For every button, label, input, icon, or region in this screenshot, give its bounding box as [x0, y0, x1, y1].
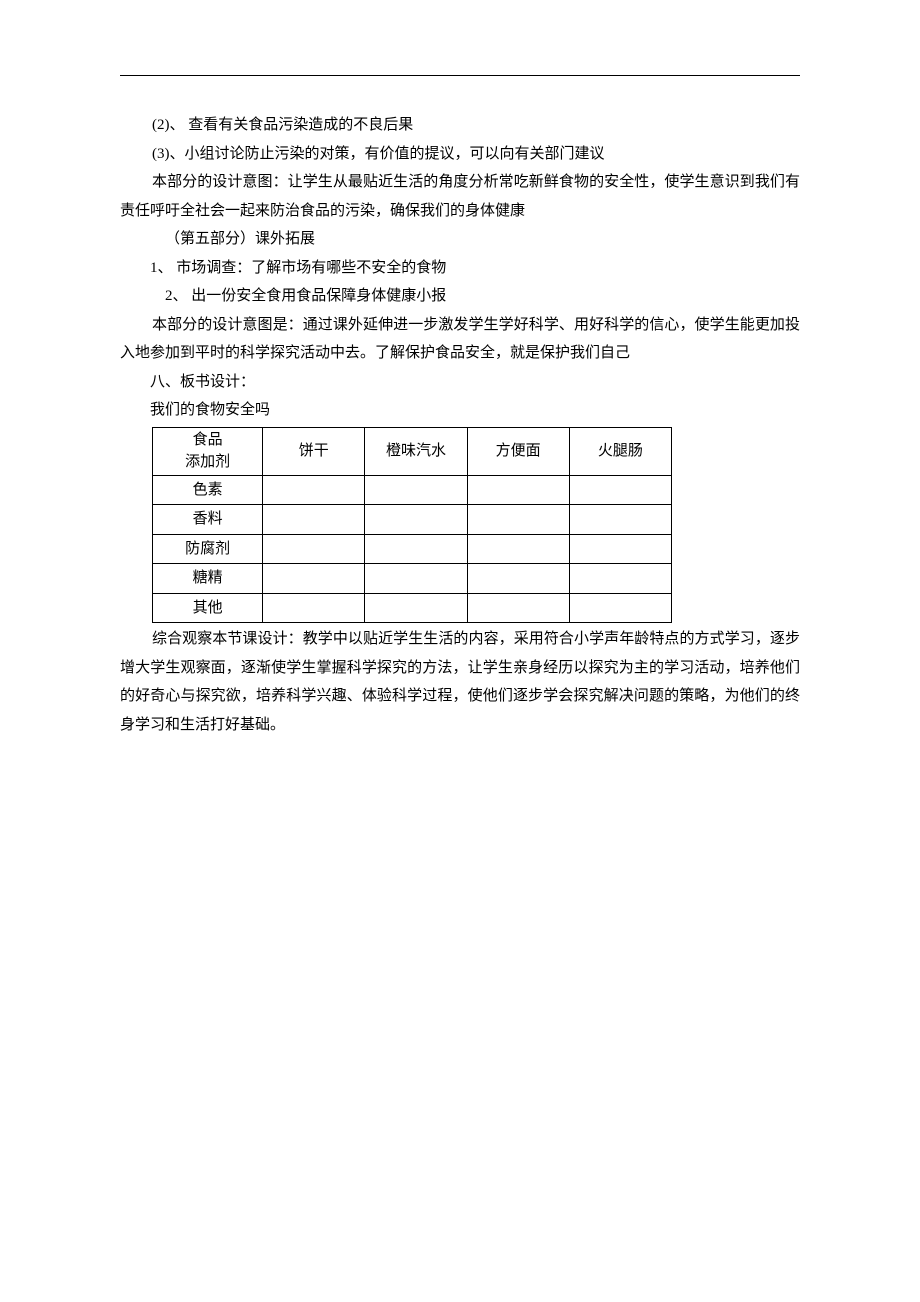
- table-cell: [569, 505, 671, 535]
- table-row: 防腐剂: [153, 534, 672, 564]
- table-cell: [467, 534, 569, 564]
- table-row: 糖精: [153, 564, 672, 594]
- table-header-cell: 方便面: [467, 427, 569, 475]
- table-cell: [569, 564, 671, 594]
- header-label-0a: 食品 添加剂: [185, 432, 230, 471]
- table-header-row: 食品 添加剂 饼干 橙味汽水 方便面 火腿肠: [153, 427, 672, 475]
- table-cell: [467, 593, 569, 623]
- text-line-3: (3)、小组讨论防止污染的对策，有价值的提议，可以向有关部门建议: [120, 140, 800, 169]
- table-cell: 防腐剂: [153, 534, 263, 564]
- table-cell: [263, 593, 365, 623]
- header-divider: [120, 75, 800, 76]
- table-cell: [365, 505, 467, 535]
- table-cell: [263, 505, 365, 535]
- table-row: 其他: [153, 593, 672, 623]
- additives-table: 食品 添加剂 饼干 橙味汽水 方便面 火腿肠 色素 香料 防腐剂: [152, 427, 672, 624]
- table-cell: [365, 534, 467, 564]
- table-cell: [569, 475, 671, 505]
- table-cell: [263, 475, 365, 505]
- table-cell: [263, 564, 365, 594]
- table-header-cell: 橙味汽水: [365, 427, 467, 475]
- text-line-2: (2)、 查看有关食品污染造成的不良后果: [120, 111, 800, 140]
- table-header-cell: 火腿肠: [569, 427, 671, 475]
- board-title: 我们的食物安全吗: [120, 396, 800, 425]
- additives-table-wrap: 食品 添加剂 饼干 橙味汽水 方便面 火腿肠 色素 香料 防腐剂: [120, 427, 800, 624]
- table-cell: [569, 593, 671, 623]
- table-cell: [365, 564, 467, 594]
- table-cell: [365, 593, 467, 623]
- table-cell: [569, 534, 671, 564]
- table-row: 色素: [153, 475, 672, 505]
- extension-item-2: 2、 出一份安全食用食品保障身体健康小报: [120, 282, 800, 311]
- section-5-title: （第五部分）课外拓展: [120, 225, 800, 254]
- table-cell: [467, 505, 569, 535]
- table-cell: [467, 564, 569, 594]
- table-cell: 其他: [153, 593, 263, 623]
- paragraph-design-intent-2: 本部分的设计意图是：通过课外延伸进一步激发学生学好科学、用好科学的信心，使学生能…: [120, 311, 800, 368]
- section-8-heading: 八、板书设计：: [120, 368, 800, 397]
- table-cell: [365, 475, 467, 505]
- extension-item-1: 1、 市场调查：了解市场有哪些不安全的食物: [120, 254, 800, 283]
- table-cell: [263, 534, 365, 564]
- table-cell: 色素: [153, 475, 263, 505]
- table-cell: 糖精: [153, 564, 263, 594]
- table-cell: 香料: [153, 505, 263, 535]
- table-cell: [467, 475, 569, 505]
- table-header-cell: 饼干: [263, 427, 365, 475]
- table-row: 香料: [153, 505, 672, 535]
- paragraph-design-intent-1: 本部分的设计意图：让学生从最贴近生活的角度分析常吃新鲜食物的安全性，使学生意识到…: [120, 168, 800, 225]
- table-header-cell: 食品 添加剂: [153, 427, 263, 475]
- conclusion-paragraph: 综合观察本节课设计：教学中以贴近学生生活的内容，采用符合小学声年龄特点的方式学习…: [120, 625, 800, 739]
